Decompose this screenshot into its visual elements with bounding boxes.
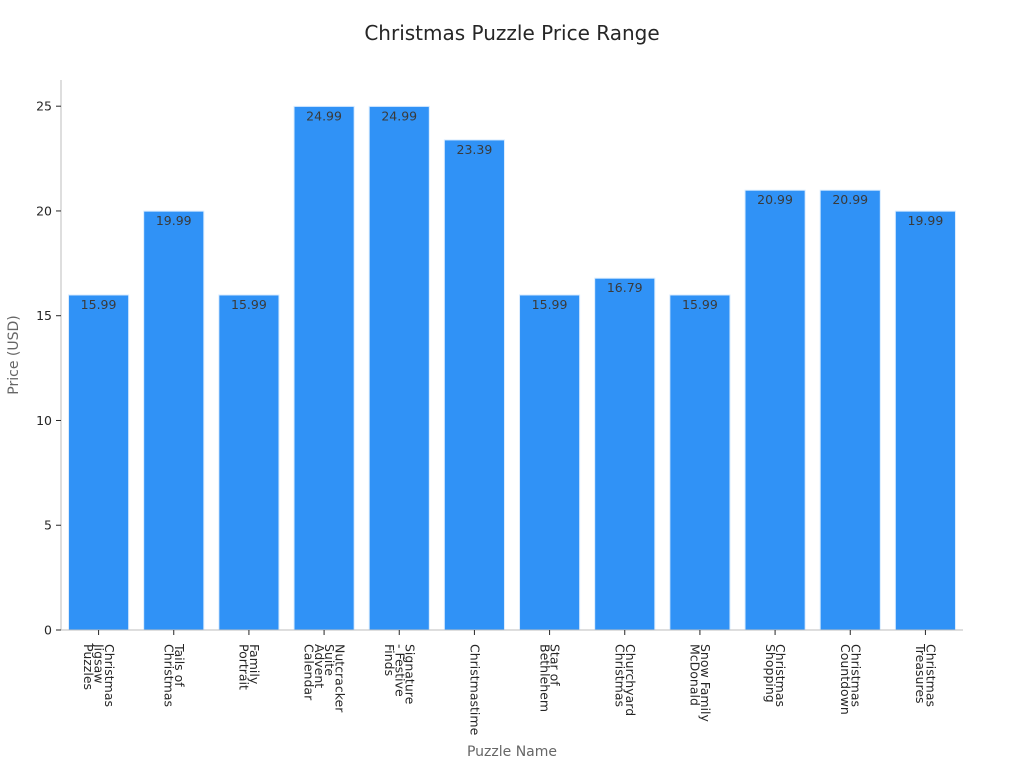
x-tick-label: McDonald [688, 644, 703, 706]
bar [894, 210, 956, 631]
bar-value-label: 20.99 [757, 192, 793, 207]
x-tick-label: Signature [403, 644, 418, 705]
x-tick-label: Treasures [913, 643, 928, 704]
bar [519, 294, 581, 631]
x-tick-label: Finds [382, 644, 397, 676]
bar-value-label: 23.39 [457, 142, 493, 157]
bar [443, 139, 505, 631]
bar-value-label: 15.99 [682, 297, 718, 312]
x-tick-label: Christmas [924, 644, 939, 707]
bar [368, 105, 430, 631]
bar-value-label: 19.99 [908, 213, 944, 228]
x-tick-label-group: Christmastime [467, 644, 482, 736]
bar-value-label: 19.99 [156, 213, 192, 228]
bar [293, 105, 355, 631]
x-tick-label: Shopping [763, 644, 778, 703]
bar-value-label: 15.99 [532, 297, 568, 312]
x-tick-label: Advent [312, 644, 327, 688]
bars-group [68, 105, 956, 631]
y-axis: 0 5 10 15 20 25 [36, 80, 62, 638]
y-tick-label: 15 [36, 308, 52, 323]
y-tick-label: 20 [36, 203, 52, 218]
bar [819, 189, 881, 631]
y-tick-label: 25 [36, 99, 52, 114]
x-tick-label: Christmastime [467, 644, 482, 736]
bar [218, 294, 280, 631]
x-tick-label: Churchyard [623, 644, 638, 716]
x-axis-label: Puzzle Name [467, 744, 557, 760]
bar-value-label: 20.99 [832, 192, 868, 207]
x-tick-label: Tails of [172, 643, 187, 687]
bar [594, 277, 656, 631]
bar [744, 189, 806, 631]
bar-value-label: 24.99 [381, 108, 417, 123]
bar-value-label: 16.79 [607, 280, 643, 295]
bar [143, 210, 205, 631]
bar-value-label: 15.99 [231, 297, 267, 312]
x-tick-label: Snow Family [698, 644, 713, 723]
y-tick-label: 0 [44, 623, 52, 638]
x-tick-label: Portrait [237, 644, 252, 690]
x-tick-label: Puzzles [81, 644, 96, 690]
x-tick-label: Jigsaw [92, 643, 107, 684]
bar-value-label: 24.99 [306, 108, 342, 123]
x-tick-label: Christmas [102, 644, 117, 707]
bar [68, 294, 130, 631]
x-tick-label: Christmas [848, 644, 863, 707]
value-labels-group: 15.99 19.99 15.99 24.99 24.99 23.39 15.99 16.79… [81, 108, 944, 312]
y-axis-label: Price (USD) [6, 315, 22, 394]
x-tick-label: Christmas [162, 644, 177, 707]
x-tick-label: Calendar [302, 644, 317, 701]
chart-title: Christmas Puzzle Price Range [364, 21, 659, 45]
x-tick-label: Christmas [613, 644, 628, 707]
x-tick-label: - Festive [392, 644, 407, 697]
x-tick-label: Christmas [773, 644, 788, 707]
x-tick-label: Countdown [838, 644, 853, 715]
x-tick-label: Bethlehem [537, 644, 552, 712]
bar-value-label: 15.99 [81, 297, 117, 312]
x-tick-label: Star of [548, 644, 563, 686]
x-tick-label: Family [247, 644, 262, 685]
y-tick-label: 5 [44, 518, 52, 533]
y-tick-label: 10 [36, 413, 52, 428]
x-tick-label: Nutcracker [333, 644, 348, 713]
x-tick-label: Suite [322, 644, 337, 676]
y-axis-label-group: Price (USD) [6, 315, 22, 394]
bar [669, 294, 731, 631]
